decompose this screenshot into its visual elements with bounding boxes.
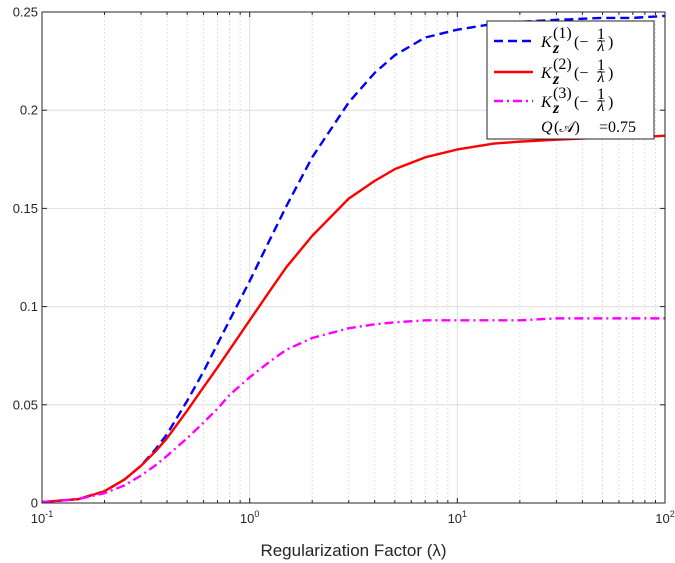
svg-text:Q: Q — [541, 119, 553, 136]
y-tick-label: 0.1 — [20, 299, 38, 314]
y-tick-label: 0.15 — [13, 201, 38, 216]
y-tick-label: 0.05 — [13, 397, 38, 412]
svg-text:z: z — [552, 100, 560, 117]
svg-text:=0.75: =0.75 — [599, 119, 636, 136]
svg-text:(1): (1) — [553, 25, 572, 42]
legend-label-2: K(2)z (− 1λ) — [540, 56, 613, 88]
x-axis-label: Regularization Factor (λ) — [260, 541, 446, 560]
svg-text:(2): (2) — [553, 56, 572, 73]
svg-text:): ) — [608, 34, 613, 51]
svg-text:K: K — [540, 94, 553, 111]
legend: K(1)z (− 1λ)K(2)z (− 1λ)K(3)z (− 1λ)Q (𝒜) =0.75 — [486, 20, 655, 140]
x-tick-label: 10-1 — [31, 509, 53, 526]
svg-text:): ) — [608, 94, 613, 111]
series-line-3 — [41, 317, 665, 504]
x-tick-label: 100 — [240, 509, 259, 526]
svg-text:1: 1 — [597, 57, 605, 74]
svg-text:(𝒜): (𝒜) — [554, 119, 580, 136]
plot-frame — [41, 11, 666, 504]
svg-text:K: K — [540, 34, 553, 51]
svg-text:1: 1 — [597, 26, 605, 43]
svg-text:): ) — [608, 65, 613, 82]
svg-text:λ: λ — [597, 38, 605, 55]
svg-text:K: K — [540, 65, 553, 82]
svg-text:(−: (− — [574, 94, 588, 111]
svg-text:λ: λ — [597, 98, 605, 115]
svg-text:1: 1 — [597, 86, 605, 103]
svg-text:z: z — [552, 40, 560, 57]
x-tick-label: 101 — [448, 509, 467, 526]
axis-ticks: 10-1 100 101 102 0 0.05 0.1 0.15 0.2 0.25 — [13, 5, 675, 527]
svg-text:(3): (3) — [553, 85, 572, 102]
legend-annotation: Q (𝒜) =0.75 — [541, 119, 636, 136]
y-tick-label: 0.25 — [13, 5, 38, 20]
svg-text:λ: λ — [597, 69, 605, 86]
svg-text:(−: (− — [574, 65, 588, 82]
legend-label-3: K(3)z (− 1λ) — [540, 85, 613, 117]
y-tick-label: 0 — [31, 496, 38, 511]
y-tick-label: 0.2 — [20, 103, 38, 118]
svg-text:z: z — [552, 71, 560, 88]
legend-label-1: K(1)z (− 1λ) — [540, 25, 613, 57]
x-tick-label: 102 — [655, 509, 674, 526]
series-line-2 — [41, 134, 666, 504]
svg-text:(−: (− — [574, 34, 588, 51]
